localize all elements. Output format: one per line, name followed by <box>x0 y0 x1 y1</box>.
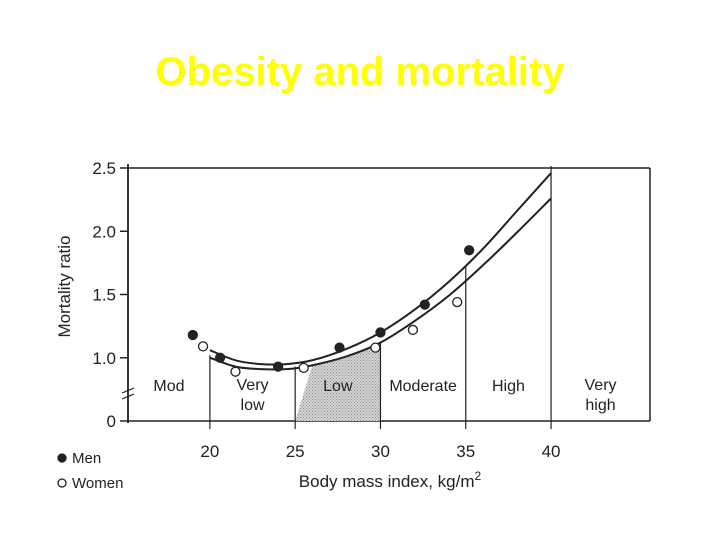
y-tick-label: 1.5 <box>92 286 116 305</box>
point-women <box>197 341 209 352</box>
series-points <box>187 245 475 377</box>
point-men <box>334 342 345 353</box>
band-label-very-low: Very <box>237 377 269 394</box>
x-axis-title: Body mass index, kg/m2 <box>299 469 482 491</box>
curve-women <box>209 197 552 371</box>
y-tick-label: 0 <box>107 412 116 431</box>
band-label-mod: Mod <box>153 378 184 395</box>
y-tick-label: 1.0 <box>92 349 116 368</box>
band-label-very-low: low <box>241 397 265 414</box>
point-men <box>464 245 475 256</box>
y-tick-label: 2.5 <box>92 159 116 178</box>
band-label-high: High <box>492 378 525 395</box>
point-men <box>214 352 226 363</box>
point-women <box>230 366 241 377</box>
point-men <box>187 329 198 341</box>
chart-frame <box>128 167 651 422</box>
legend: Men Women <box>57 450 123 492</box>
y-axis-break <box>121 393 135 400</box>
band-label-very-high: high <box>585 397 615 414</box>
legend-label-women: Women <box>72 475 123 492</box>
point-women <box>370 342 381 353</box>
series-curves <box>209 172 552 371</box>
x-tick-label: 20 <box>200 442 219 461</box>
x-tick-label: 35 <box>456 442 475 461</box>
y-tick-label: 2.0 <box>92 222 116 241</box>
point-men <box>419 299 430 310</box>
y-axis-break <box>121 387 135 394</box>
x-tick-label: 25 <box>286 442 305 461</box>
point-men <box>272 361 284 372</box>
x-axis-title-superscript: 2 <box>475 469 482 483</box>
x-tick-label: 40 <box>542 442 561 461</box>
legend-marker-women <box>57 478 67 488</box>
curve-men <box>209 172 552 366</box>
axes: 0 1.0 1.5 2.0 2.5 20 25 30 35 40 Mortality ratio Bo… <box>55 159 561 491</box>
legend-label-men: Men <box>72 450 101 467</box>
band-label-low: Low <box>323 378 353 395</box>
point-women <box>407 324 419 336</box>
slide-title: Obesity and mortality <box>155 50 565 94</box>
point-women <box>452 296 463 308</box>
x-axis-title-text: Body mass index, kg/m <box>299 472 475 491</box>
legend-marker-men <box>57 453 67 463</box>
band-label-moderate: Moderate <box>389 378 457 395</box>
band-low-shading <box>295 342 381 421</box>
y-axis-title: Mortality ratio <box>55 235 74 337</box>
band-label-very-high: Very <box>585 377 617 394</box>
point-women <box>298 362 309 374</box>
x-tick-label: 30 <box>371 442 390 461</box>
point-men <box>375 327 386 338</box>
risk-bands: Mod Very low Low Moderate High Very high <box>153 166 617 429</box>
